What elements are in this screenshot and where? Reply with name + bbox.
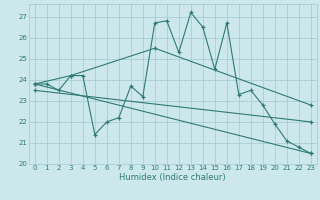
- X-axis label: Humidex (Indice chaleur): Humidex (Indice chaleur): [119, 173, 226, 182]
